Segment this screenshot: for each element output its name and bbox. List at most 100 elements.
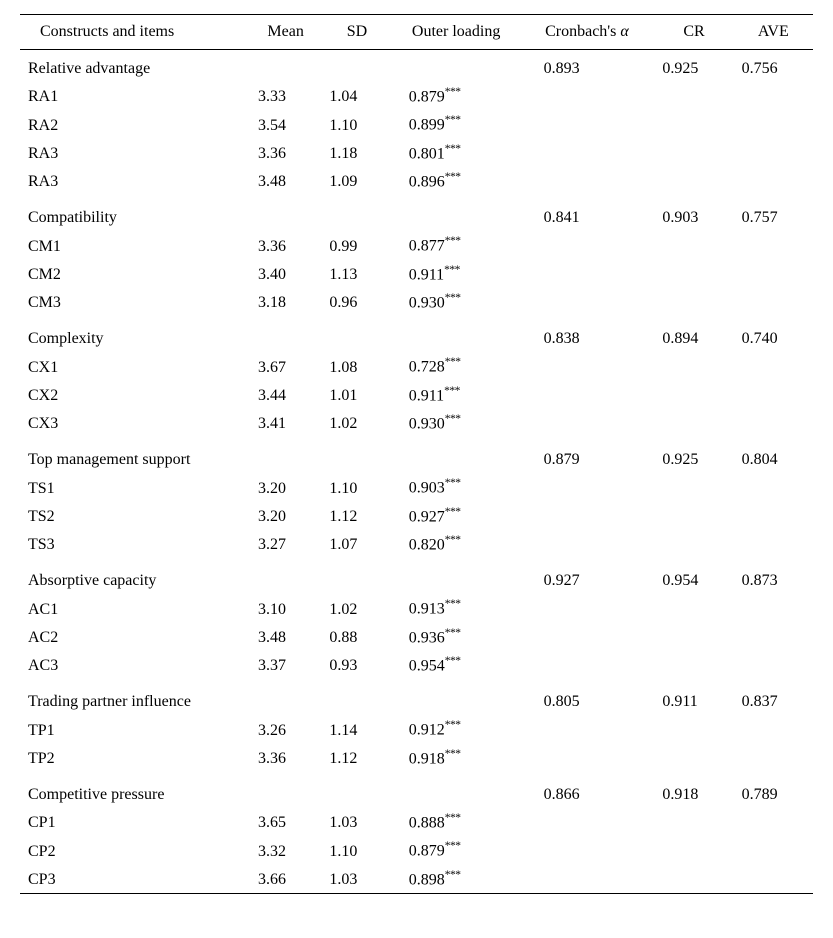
- header-cr: CR: [654, 15, 733, 50]
- item-code: AC1: [20, 594, 250, 622]
- cell-empty: [654, 231, 733, 259]
- significance-stars: ***: [445, 506, 461, 518]
- cell-sd: 1.09: [321, 167, 392, 195]
- cell-mean: 3.36: [250, 139, 321, 167]
- cell-outer-loading: 0.930***: [393, 288, 520, 316]
- item-row: RA33.481.090.896***: [20, 167, 813, 195]
- cell-empty: [520, 836, 655, 864]
- cell-mean: 3.27: [250, 530, 321, 558]
- construct-row: Trading partner influence0.8050.9110.837: [20, 679, 813, 715]
- cell-empty: [654, 808, 733, 836]
- cell-outer-loading: 0.954***: [393, 651, 520, 679]
- alpha-symbol: α: [620, 23, 628, 40]
- cell-empty: [734, 231, 813, 259]
- cell-outer-loading: 0.899***: [393, 110, 520, 138]
- cell-cr: 0.954: [654, 558, 733, 594]
- cell-empty: [734, 82, 813, 110]
- cell-mean: 3.20: [250, 502, 321, 530]
- cell-mean: 3.67: [250, 352, 321, 380]
- cell-empty: [520, 715, 655, 743]
- item-row: RA33.361.180.801***: [20, 139, 813, 167]
- cell-empty: [734, 110, 813, 138]
- item-row: CX13.671.080.728***: [20, 352, 813, 380]
- cell-empty: [654, 473, 733, 501]
- cell-empty: [520, 473, 655, 501]
- cell-empty: [520, 352, 655, 380]
- construct-row: Competitive pressure0.8660.9180.789: [20, 772, 813, 808]
- cell-sd: 1.10: [321, 836, 392, 864]
- cell-sd: 1.04: [321, 82, 392, 110]
- header-row: Constructs and items Mean SD Outer loadi…: [20, 15, 813, 50]
- item-code: CX3: [20, 409, 250, 437]
- construct-row: Relative advantage0.8930.9250.756: [20, 50, 813, 83]
- cell-ave: 0.804: [734, 437, 813, 473]
- significance-stars: ***: [445, 627, 461, 639]
- item-row: TP23.361.120.918***: [20, 744, 813, 772]
- item-row: CM23.401.130.911***: [20, 260, 813, 288]
- construct-name: Trading partner influence: [20, 679, 250, 715]
- header-constructs: Constructs and items: [20, 15, 250, 50]
- cell-empty: [654, 139, 733, 167]
- cell-outer-loading: 0.896***: [393, 167, 520, 195]
- item-code: TP1: [20, 715, 250, 743]
- cell-empty: [520, 167, 655, 195]
- significance-stars: ***: [445, 114, 461, 126]
- item-code: AC3: [20, 651, 250, 679]
- header-mean: Mean: [250, 15, 321, 50]
- significance-stars: ***: [445, 655, 461, 667]
- cell-empty: [393, 195, 520, 231]
- item-code: CP3: [20, 865, 250, 894]
- significance-stars: ***: [445, 86, 461, 98]
- cell-empty: [654, 288, 733, 316]
- item-row: TP13.261.140.912***: [20, 715, 813, 743]
- item-row: RA13.331.040.879***: [20, 82, 813, 110]
- cell-empty: [520, 139, 655, 167]
- cell-empty: [250, 437, 321, 473]
- cell-empty: [520, 260, 655, 288]
- cell-empty: [321, 50, 392, 83]
- significance-stars: ***: [444, 385, 460, 397]
- item-row: TS23.201.120.927***: [20, 502, 813, 530]
- cell-alpha: 0.866: [520, 772, 655, 808]
- significance-stars: ***: [445, 171, 461, 183]
- cell-empty: [520, 594, 655, 622]
- cell-empty: [654, 651, 733, 679]
- significance-stars: ***: [445, 477, 461, 489]
- cell-sd: 1.02: [321, 409, 392, 437]
- cell-outer-loading: 0.879***: [393, 836, 520, 864]
- cell-mean: 3.65: [250, 808, 321, 836]
- cell-empty: [734, 288, 813, 316]
- cell-ave: 0.873: [734, 558, 813, 594]
- cell-empty: [393, 772, 520, 808]
- item-code: TS3: [20, 530, 250, 558]
- construct-name: Relative advantage: [20, 50, 250, 83]
- construct-name: Competitive pressure: [20, 772, 250, 808]
- cell-outer-loading: 0.903***: [393, 473, 520, 501]
- item-row: CP23.321.100.879***: [20, 836, 813, 864]
- cell-ave: 0.837: [734, 679, 813, 715]
- cell-outer-loading: 0.918***: [393, 744, 520, 772]
- item-code: TP2: [20, 744, 250, 772]
- construct-row: Compatibility0.8410.9030.757: [20, 195, 813, 231]
- cell-empty: [734, 473, 813, 501]
- header-cronbach-alpha: Cronbach's α: [520, 15, 655, 50]
- cell-empty: [734, 381, 813, 409]
- cell-mean: 3.48: [250, 623, 321, 651]
- cell-empty: [393, 437, 520, 473]
- cell-empty: [520, 110, 655, 138]
- item-code: RA3: [20, 167, 250, 195]
- significance-stars: ***: [445, 413, 461, 425]
- cell-cr: 0.911: [654, 679, 733, 715]
- cell-mean: 3.10: [250, 594, 321, 622]
- cell-empty: [250, 679, 321, 715]
- cell-empty: [393, 50, 520, 83]
- cell-empty: [654, 836, 733, 864]
- cell-sd: 0.93: [321, 651, 392, 679]
- cell-outer-loading: 0.888***: [393, 808, 520, 836]
- cell-empty: [321, 316, 392, 352]
- cell-empty: [520, 530, 655, 558]
- cell-outer-loading: 0.728***: [393, 352, 520, 380]
- cell-sd: 0.96: [321, 288, 392, 316]
- table-body: Relative advantage0.8930.9250.756RA13.33…: [20, 50, 813, 894]
- cell-outer-loading: 0.820***: [393, 530, 520, 558]
